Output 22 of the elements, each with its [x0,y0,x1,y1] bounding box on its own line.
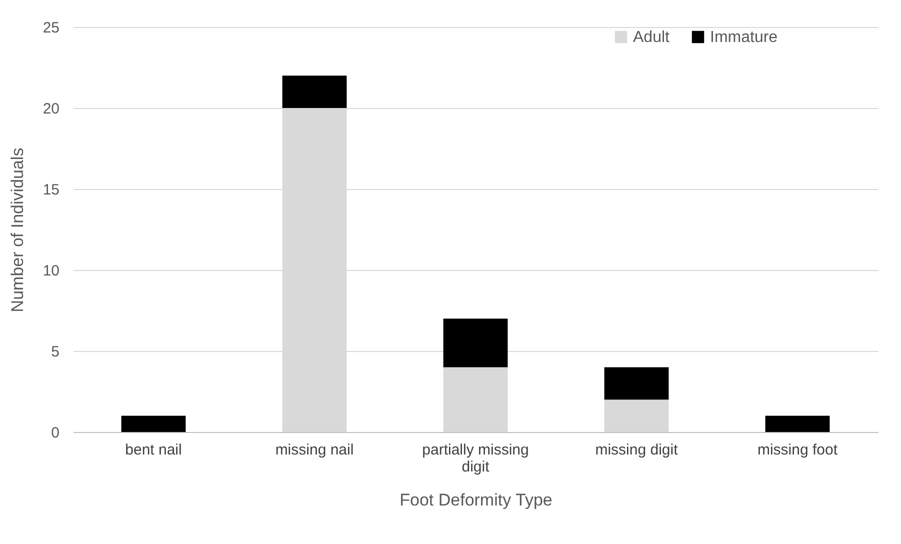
x-tick-label: bent nail [125,442,182,458]
legend-label: Immature [710,29,778,46]
bar [121,416,186,432]
y-tick-label: 0 [51,424,60,442]
bar [765,416,830,432]
x-tick-label: partially missing digit [422,442,529,476]
bar [443,318,508,368]
x-tick-label: missing foot [757,442,838,458]
y-tick-label: 20 [42,100,60,118]
y-tick-label: 25 [42,20,60,36]
x-tick-label: missing nail [275,442,354,458]
x-tick-label: missing digit [595,442,679,458]
bar [604,367,669,400]
y-tick-label: 10 [42,262,60,280]
legend-label: Adult [633,29,670,46]
bar [604,400,669,432]
y-axis-title: Number of Individuals [8,148,27,312]
y-tick-label: 5 [51,344,60,360]
bar [443,367,508,432]
bar [282,76,347,108]
y-tick-label: 15 [42,182,60,198]
x-axis-title: Foot Deformity Type [400,490,552,510]
